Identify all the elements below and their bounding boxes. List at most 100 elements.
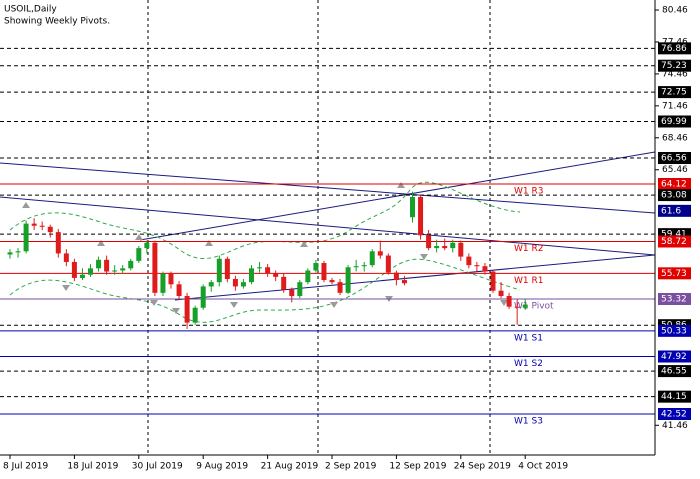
trendline <box>139 151 656 241</box>
level-box <box>658 204 691 217</box>
level-value: 66.56 <box>661 154 687 164</box>
candle-body <box>144 242 150 249</box>
level-box <box>658 42 691 55</box>
candle-body <box>152 242 158 293</box>
x-tick-label: 30 Jul 2019 <box>132 462 183 472</box>
level-value: 75.23 <box>661 61 687 71</box>
level-box <box>658 293 691 306</box>
candle-body <box>426 235 432 249</box>
candle-body <box>401 280 407 284</box>
candle-body <box>112 270 118 272</box>
level-box <box>658 350 691 363</box>
candle-body <box>249 268 254 283</box>
chart-title: USOIL,Daily <box>4 5 57 15</box>
level-value: 44.15 <box>661 392 687 402</box>
candle-body <box>490 271 496 291</box>
candle-body <box>39 225 45 227</box>
level-name: W1 Pivot <box>514 302 554 312</box>
candles <box>7 191 528 330</box>
candle-body <box>200 286 206 308</box>
level-box <box>658 408 691 421</box>
level-value: 58.72 <box>661 237 687 247</box>
candle-body <box>450 242 456 249</box>
candle-body <box>281 276 287 290</box>
candle-body <box>474 265 480 267</box>
candle-body <box>289 289 295 297</box>
y-tick-label: 41.46 <box>662 421 688 431</box>
candle-body <box>184 296 190 323</box>
candle-body <box>337 282 343 293</box>
candle-body <box>345 267 351 293</box>
level-box <box>658 267 691 280</box>
candle-body <box>160 273 166 293</box>
candle-body <box>257 267 263 269</box>
candle-body <box>128 260 134 269</box>
level-value: 64.12 <box>661 180 687 190</box>
candle-body <box>361 265 367 267</box>
candle-body <box>297 282 303 297</box>
level-name: W1 S3 <box>514 417 543 427</box>
candle-body <box>369 251 375 266</box>
level-value: 42.52 <box>661 410 687 420</box>
x-tick-label: 8 Jul 2019 <box>3 462 48 472</box>
level-name: W1 S1 <box>514 333 543 343</box>
level-value: 76.86 <box>661 44 687 54</box>
level-value: 50.33 <box>661 326 687 336</box>
level-value: 61.6 <box>661 206 681 216</box>
axes: 80.4677.4674.4671.4668.4665.4641.4676.86… <box>0 0 691 472</box>
candle-body <box>418 196 424 236</box>
candle-body <box>208 282 214 287</box>
x-tick-label: 2 Sep 2019 <box>325 462 377 472</box>
candle-body <box>313 263 319 271</box>
level-value: 53.32 <box>661 295 687 305</box>
candle-body <box>482 266 488 272</box>
trendline <box>0 196 656 256</box>
candle-body <box>385 255 391 273</box>
candle-body <box>498 290 504 297</box>
candle-body <box>466 256 472 266</box>
level-value: 63.08 <box>661 191 687 201</box>
level-value: 46.55 <box>661 367 687 377</box>
candle-body <box>305 270 311 283</box>
decorations <box>0 0 656 455</box>
y-tick-label: 65.46 <box>662 165 688 175</box>
candle-body <box>96 259 102 269</box>
x-tick-label: 21 Aug 2019 <box>261 462 319 472</box>
y-tick-label: 71.46 <box>662 101 688 111</box>
candle-body <box>7 252 13 255</box>
candle-body <box>393 272 399 281</box>
level-value: 47.92 <box>661 352 687 362</box>
candle-body <box>104 259 110 272</box>
y-tick-label: 68.46 <box>662 133 688 143</box>
candle-body <box>273 273 279 277</box>
candle-body <box>176 284 182 297</box>
candle-body <box>353 266 359 268</box>
level-box <box>658 235 691 248</box>
candle-body <box>55 232 61 254</box>
chart-subtitle: Showing Weekly Pivots. <box>4 17 110 27</box>
level-value: 55.73 <box>661 269 687 279</box>
level-name: W1 R2 <box>514 244 543 254</box>
candle-body <box>136 248 142 261</box>
candle-body <box>79 274 85 278</box>
candle-body <box>321 263 327 281</box>
trendline <box>174 254 656 301</box>
envelope-upper <box>9 181 521 260</box>
candle-body <box>63 253 69 262</box>
candle-body <box>329 280 335 283</box>
level-box <box>658 390 691 403</box>
candle-body <box>506 296 512 307</box>
candle-body <box>240 282 246 287</box>
candle-body <box>410 196 415 218</box>
level-box <box>658 115 691 128</box>
candle-body <box>120 268 126 271</box>
level-value: 72.75 <box>661 88 687 98</box>
candle-body <box>514 306 520 308</box>
candle-body <box>265 267 271 274</box>
x-tick-label: 24 Sep 2019 <box>454 462 511 472</box>
candle-body <box>31 223 37 226</box>
level-box <box>658 365 691 378</box>
x-tick-label: 18 Jul 2019 <box>67 462 118 472</box>
